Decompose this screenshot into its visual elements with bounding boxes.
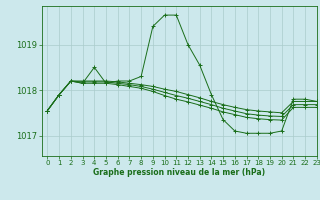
X-axis label: Graphe pression niveau de la mer (hPa): Graphe pression niveau de la mer (hPa) — [93, 168, 265, 177]
